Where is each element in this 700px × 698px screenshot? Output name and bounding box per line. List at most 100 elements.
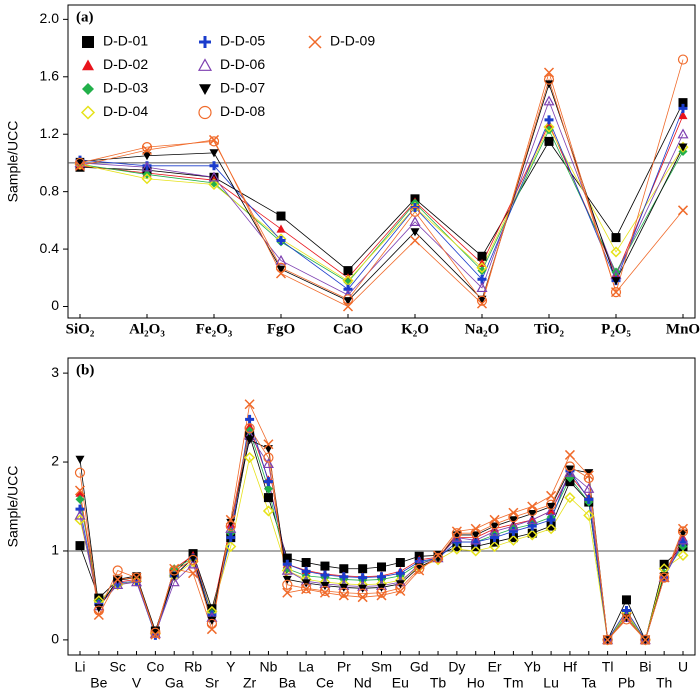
marker <box>112 574 123 585</box>
marker <box>410 228 420 237</box>
marker <box>74 485 86 496</box>
marker <box>75 504 85 514</box>
marker <box>245 414 255 424</box>
series-line <box>79 419 684 642</box>
marker <box>131 572 142 583</box>
x-tick-label: Gd <box>410 659 429 675</box>
marker <box>75 455 85 464</box>
marker <box>301 558 311 568</box>
legend-marker <box>199 36 211 48</box>
marker <box>677 526 689 537</box>
x-tick-label: Hf <box>563 659 577 675</box>
x-tick-label: CaO <box>333 321 363 337</box>
marker <box>489 514 500 525</box>
marker <box>343 266 353 276</box>
x-tick-label: Tm <box>503 675 523 691</box>
y-tick-label: 2.0 <box>40 10 60 26</box>
marker <box>527 510 537 519</box>
y-tick-label: 1.2 <box>40 125 60 141</box>
marker <box>276 235 286 245</box>
marker <box>564 466 576 477</box>
series-line <box>79 115 684 279</box>
plot-frame <box>67 4 696 319</box>
marker <box>150 627 161 638</box>
marker <box>141 173 153 185</box>
marker <box>74 467 86 478</box>
legend-marker <box>82 36 94 48</box>
marker <box>342 301 354 312</box>
legend-label: D-D-09 <box>330 33 375 49</box>
marker <box>112 565 123 576</box>
marker <box>476 282 488 293</box>
marker <box>226 533 236 543</box>
x-tick-label: Li <box>75 659 86 675</box>
marker <box>546 515 556 525</box>
marker <box>544 136 554 146</box>
marker <box>659 572 670 583</box>
legend-marker <box>82 83 94 95</box>
marker <box>546 490 557 501</box>
marker <box>583 482 595 493</box>
x-tick-label: TiO₂ <box>534 321 565 337</box>
legend-label: D-D-02 <box>103 56 148 72</box>
y-tick-label: 0 <box>51 631 59 647</box>
marker <box>225 514 236 525</box>
x-tick-label: Tl <box>602 659 614 675</box>
marker <box>471 531 481 540</box>
marker <box>546 521 556 531</box>
series-line <box>79 456 684 641</box>
marker <box>564 461 576 472</box>
marker <box>75 494 85 504</box>
x-tick-label: MnO <box>666 321 700 337</box>
marker <box>545 505 557 516</box>
marker <box>545 523 557 535</box>
marker <box>470 545 482 557</box>
marker <box>150 627 160 636</box>
series-line <box>79 82 684 302</box>
marker <box>244 399 255 410</box>
y-tick-label: 3 <box>51 364 59 380</box>
marker <box>602 634 613 645</box>
marker <box>543 67 555 78</box>
marker <box>470 523 481 534</box>
marker <box>275 254 287 265</box>
marker <box>526 529 538 541</box>
marker <box>358 573 368 583</box>
series-line <box>79 108 684 290</box>
x-tick-label: P₂O₅ <box>601 321 631 337</box>
marker <box>476 298 488 309</box>
marker <box>451 543 463 555</box>
marker <box>477 266 487 276</box>
marker <box>263 439 274 450</box>
x-tick-label: Nd <box>354 675 372 691</box>
series-line <box>79 128 684 283</box>
marker <box>339 564 349 574</box>
marker <box>225 540 237 553</box>
marker <box>602 634 613 645</box>
marker <box>141 142 153 153</box>
x-tick-label: Ba <box>279 675 296 691</box>
marker <box>282 559 292 569</box>
marker <box>281 564 293 575</box>
marker <box>678 143 688 152</box>
marker <box>208 171 220 182</box>
marker <box>414 563 424 572</box>
series-line <box>79 430 684 641</box>
marker <box>74 514 86 526</box>
marker <box>141 161 153 172</box>
marker <box>244 452 256 464</box>
marker <box>508 526 518 536</box>
marker <box>209 161 219 171</box>
marker <box>338 590 349 601</box>
marker <box>659 572 670 583</box>
marker <box>584 494 594 504</box>
x-tick-label: FgO <box>267 321 295 337</box>
y-axis-label: Sample/UCC <box>5 466 21 548</box>
marker <box>583 472 594 484</box>
marker <box>263 493 273 503</box>
marker <box>611 233 621 243</box>
marker <box>621 595 631 605</box>
y-tick-label: 0.4 <box>40 240 60 256</box>
legend-marker <box>197 58 213 71</box>
